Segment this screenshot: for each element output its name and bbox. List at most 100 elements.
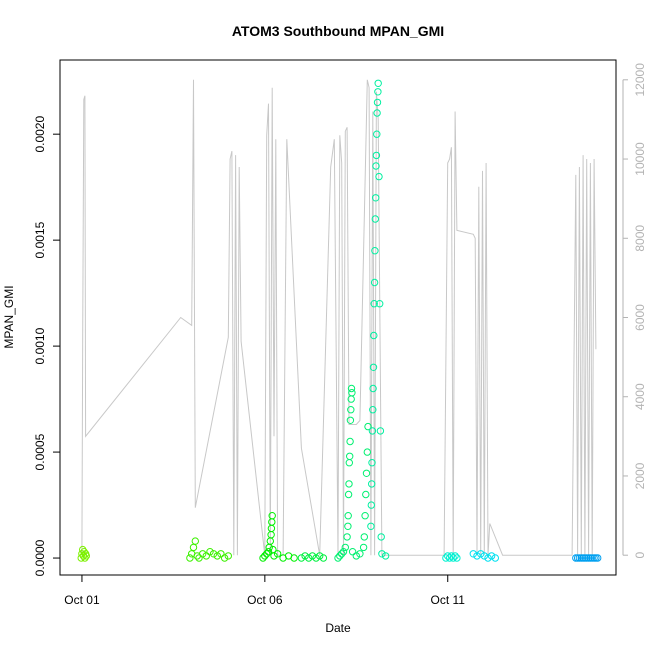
data-point — [373, 130, 381, 138]
data-point — [356, 550, 364, 558]
data-point — [451, 552, 459, 560]
data-point — [361, 512, 369, 520]
data-point — [220, 554, 229, 562]
data-point — [362, 490, 370, 499]
data-point — [375, 172, 383, 181]
data-point — [344, 512, 352, 520]
secondary-y-tick-label: 0 — [633, 552, 647, 559]
data-point — [368, 427, 377, 435]
data-point — [290, 554, 298, 562]
y-tick-label: 0.0000 — [33, 539, 47, 576]
data-points — [77, 79, 602, 562]
data-point — [469, 550, 477, 558]
x-axis-label: Date — [325, 621, 351, 635]
y-tick-label: 0.0015 — [33, 221, 47, 258]
data-point — [374, 79, 382, 88]
data-point — [224, 552, 233, 560]
y-tick-label: 0.0020 — [33, 116, 47, 153]
data-point — [347, 406, 355, 414]
data-point — [368, 480, 376, 488]
data-point — [81, 554, 89, 562]
data-point — [575, 554, 584, 562]
data-point — [373, 109, 381, 117]
data-point — [370, 331, 378, 340]
data-point — [369, 406, 377, 414]
data-point — [372, 151, 381, 160]
data-point — [368, 459, 376, 467]
data-point — [308, 552, 317, 560]
series-1 — [186, 537, 233, 562]
data-point — [265, 543, 273, 552]
data-point — [372, 194, 380, 202]
data-point — [373, 98, 382, 107]
data-point — [371, 215, 379, 223]
secondary-y-tick-label: 12000 — [633, 63, 647, 97]
series-8 — [572, 554, 602, 562]
secondary-y-tick-label: 6000 — [633, 304, 647, 331]
data-point — [359, 543, 368, 552]
secondary-trace — [81, 79, 597, 556]
data-point — [206, 548, 214, 556]
data-point — [363, 448, 371, 456]
data-point — [79, 552, 88, 560]
series-6 — [442, 552, 461, 562]
series-0 — [77, 545, 91, 562]
data-point — [376, 300, 384, 308]
data-point — [334, 554, 342, 562]
data-point — [202, 552, 211, 560]
data-point — [484, 554, 492, 562]
data-point — [345, 459, 353, 467]
data-point — [341, 543, 349, 552]
data-point — [374, 88, 382, 96]
data-point — [345, 480, 353, 488]
data-point — [195, 554, 203, 562]
series-7 — [469, 550, 499, 562]
data-point — [369, 363, 378, 371]
data-point — [348, 548, 357, 556]
secondary-y-tick-label: 10000 — [633, 142, 647, 176]
data-point — [370, 300, 378, 308]
data-point — [343, 533, 351, 541]
data-point — [487, 552, 496, 560]
data-point — [82, 552, 91, 560]
x-tick-label: Oct 06 — [247, 593, 283, 607]
data-point — [367, 522, 375, 530]
data-point — [347, 384, 356, 393]
data-point — [338, 550, 346, 558]
y-axis-label: MPAN_GMI — [2, 285, 16, 348]
data-point — [344, 522, 352, 530]
data-point — [381, 552, 390, 560]
data-point — [270, 552, 278, 560]
data-point — [369, 384, 377, 393]
series-2 — [259, 512, 298, 562]
data-point — [362, 469, 371, 477]
data-point — [264, 548, 273, 556]
data-point — [267, 531, 275, 539]
data-point — [77, 554, 85, 562]
data-point — [316, 552, 324, 560]
series-5 — [367, 79, 390, 560]
data-point — [376, 427, 385, 435]
data-point — [477, 550, 485, 558]
y-tick-label: 0.0005 — [33, 433, 47, 470]
data-point — [372, 162, 380, 170]
secondary-y-tick-label: 4000 — [633, 383, 647, 410]
data-point — [480, 552, 488, 560]
data-point — [364, 422, 372, 431]
data-point — [346, 452, 354, 460]
data-point — [319, 554, 328, 562]
y-axis: 0.0000 0.0005 0.0010 0.0015 0.0020 — [33, 116, 60, 576]
data-point — [267, 524, 276, 533]
data-point — [336, 552, 344, 560]
data-point — [378, 550, 386, 558]
data-point — [594, 554, 602, 562]
data-point — [273, 550, 282, 558]
secondary-y-tick-label: 8000 — [633, 225, 647, 252]
data-point — [377, 533, 385, 541]
data-point — [312, 554, 320, 562]
data-point — [449, 554, 457, 562]
x-tick-label: Oct 11 — [431, 593, 466, 607]
data-point — [346, 437, 354, 446]
x-axis: Oct 01 Oct 06 Oct 11 — [64, 574, 466, 607]
